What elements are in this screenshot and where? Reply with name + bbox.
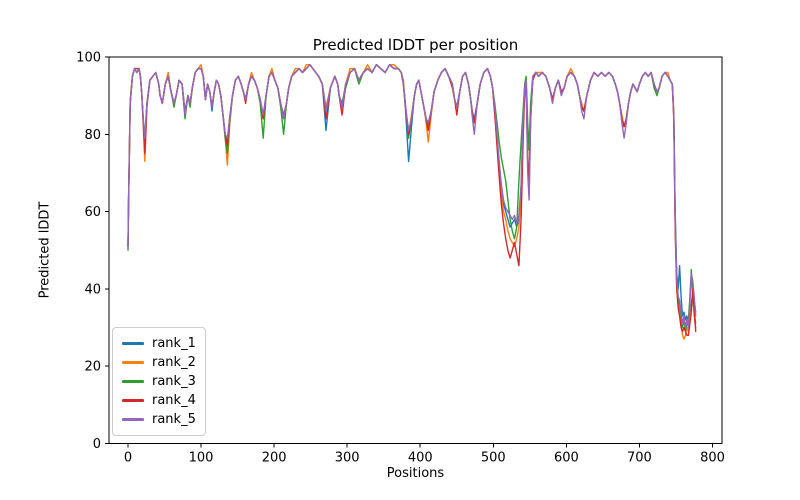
legend-item-rank_5: rank_5 (122, 410, 197, 429)
legend-line-swatch (122, 342, 144, 345)
y-tick-label-100: 100 (76, 51, 101, 66)
y-tick-label-80: 80 (84, 128, 101, 143)
legend-item-label: rank_5 (152, 412, 196, 427)
x-tick-label-300: 300 (335, 451, 360, 466)
y-tick-label-20: 20 (84, 360, 101, 375)
x-axis-label: Positions (386, 466, 445, 481)
legend-line-swatch (122, 399, 144, 402)
legend-item-label: rank_3 (152, 374, 196, 389)
x-tick-label-100: 100 (189, 451, 214, 466)
y-tick-label-40: 40 (84, 282, 101, 297)
legend: rank_1 rank_2 rank_3 rank_4 rank_5 (112, 327, 206, 436)
legend-line-swatch (122, 418, 144, 421)
legend-item-rank_1: rank_1 (122, 334, 197, 353)
y-tick-label-0: 0 (93, 437, 101, 452)
series-line-rank_5 (127, 63, 697, 329)
legend-item-label: rank_2 (152, 355, 196, 370)
axes-frame (108, 56, 723, 444)
x-tick-label-200: 200 (262, 451, 287, 466)
legend-item-rank_3: rank_3 (122, 372, 197, 391)
x-tick-label-700: 700 (627, 451, 652, 466)
x-tick-label-500: 500 (481, 451, 506, 466)
y-tick-label-60: 60 (84, 205, 101, 220)
x-tick-label-0: 0 (124, 451, 132, 466)
legend-line-swatch (122, 380, 144, 383)
x-tick-label-600: 600 (554, 451, 579, 466)
x-tick-label-800: 800 (700, 451, 725, 466)
x-tick-label-400: 400 (408, 451, 433, 466)
legend-item-label: rank_4 (152, 393, 196, 408)
legend-item-rank_4: rank_4 (122, 391, 197, 410)
y-axis-label: Predicted lDDT (37, 201, 53, 299)
legend-item-rank_2: rank_2 (122, 353, 197, 372)
legend-item-label: rank_1 (152, 336, 196, 351)
legend-line-swatch (122, 361, 144, 364)
chart-title: Predicted lDDT per position (312, 36, 519, 54)
